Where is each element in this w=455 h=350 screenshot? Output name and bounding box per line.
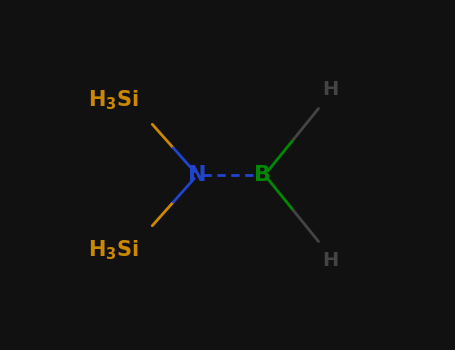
- Text: B: B: [254, 165, 271, 185]
- Text: H: H: [323, 251, 339, 270]
- Text: $\mathregular{H_3Si}$: $\mathregular{H_3Si}$: [88, 238, 139, 262]
- Text: $\mathregular{H_3Si}$: $\mathregular{H_3Si}$: [88, 88, 139, 112]
- Text: N: N: [188, 165, 207, 185]
- Text: H: H: [323, 80, 339, 99]
